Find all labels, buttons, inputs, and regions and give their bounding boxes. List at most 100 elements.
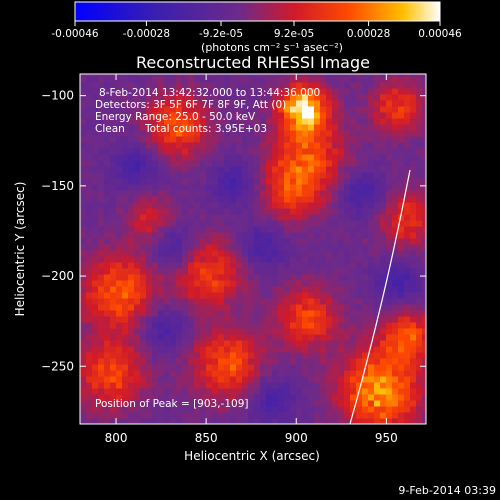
heatmap-cell	[92, 250, 99, 257]
heatmap-cell	[164, 238, 171, 245]
heatmap-cell	[128, 316, 135, 323]
heatmap-cell	[116, 286, 123, 293]
heatmap-cell	[134, 256, 141, 263]
heatmap-cell	[272, 352, 279, 359]
heatmap-cell	[422, 304, 426, 311]
heatmap-cell	[116, 154, 123, 161]
heatmap-cell	[374, 124, 381, 131]
heatmap-cell	[236, 76, 243, 83]
heatmap-cell	[122, 274, 129, 281]
heatmap-cell	[290, 148, 297, 155]
heatmap-cell	[206, 94, 213, 101]
heatmap-cell	[176, 136, 183, 143]
heatmap-cell	[92, 100, 99, 107]
heatmap-cell	[338, 142, 345, 149]
heatmap-cell	[152, 352, 159, 359]
heatmap-cell	[308, 316, 315, 323]
heatmap-cell	[122, 256, 129, 263]
heatmap-cell	[104, 82, 111, 89]
heatmap-cell	[176, 394, 183, 401]
heatmap-cell	[398, 154, 405, 161]
heatmap-cell	[410, 262, 417, 269]
heatmap-cell	[110, 172, 117, 179]
heatmap-cell	[374, 190, 381, 197]
heatmap-cell	[116, 406, 123, 413]
heatmap-cell	[386, 382, 393, 389]
heatmap-cell	[104, 412, 111, 419]
heatmap-cell	[326, 406, 333, 413]
heatmap-cell	[314, 328, 321, 335]
heatmap-cell	[122, 346, 129, 353]
heatmap-cell	[206, 208, 213, 215]
heatmap-cell	[374, 130, 381, 137]
heatmap-cell	[218, 352, 225, 359]
heatmap-cell	[170, 346, 177, 353]
heatmap-cell	[248, 238, 255, 245]
heatmap-cell	[206, 412, 213, 419]
heatmap-cell	[140, 382, 147, 389]
heatmap-cell	[152, 118, 159, 125]
heatmap-cell	[212, 286, 219, 293]
heatmap-cell	[404, 376, 411, 383]
heatmap-cell	[158, 148, 165, 155]
heatmap-cell	[368, 226, 375, 233]
heatmap-cell	[176, 244, 183, 251]
heatmap-cell	[182, 190, 189, 197]
heatmap-cell	[116, 100, 123, 107]
heatmap-cell	[200, 238, 207, 245]
heatmap-cell	[80, 202, 87, 209]
heatmap-cell	[278, 322, 285, 329]
heatmap-cell	[422, 334, 426, 341]
heatmap-cell	[80, 286, 87, 293]
heatmap-cell	[326, 394, 333, 401]
heatmap-cell	[320, 268, 327, 275]
heatmap-cell	[128, 142, 135, 149]
heatmap-cell	[320, 310, 327, 317]
heatmap-cell	[176, 76, 183, 83]
heatmap-cell	[194, 202, 201, 209]
heatmap-cell	[218, 232, 225, 239]
heatmap-cell	[326, 178, 333, 185]
heatmap-cell	[236, 346, 243, 353]
heatmap-cell	[368, 370, 375, 377]
heatmap-cell	[278, 388, 285, 395]
heatmap-cell	[242, 304, 249, 311]
heatmap-cell	[128, 274, 135, 281]
heatmap-cell	[332, 412, 339, 419]
heatmap-cell	[350, 184, 357, 191]
annotation-method: Clean	[95, 123, 125, 135]
heatmap-cell	[128, 376, 135, 383]
heatmap-cell	[410, 280, 417, 287]
heatmap-cell	[122, 418, 129, 424]
heatmap-cell	[362, 208, 369, 215]
heatmap-cell	[122, 100, 129, 107]
heatmap-cell	[374, 340, 381, 347]
heatmap-cell	[254, 328, 261, 335]
heatmap-cell	[206, 256, 213, 263]
heatmap-cell	[422, 178, 426, 185]
heatmap-cell	[80, 370, 87, 377]
heatmap-cell	[236, 118, 243, 125]
heatmap-cell	[368, 376, 375, 383]
heatmap-cell	[260, 406, 267, 413]
heatmap-cell	[164, 172, 171, 179]
heatmap-cell	[266, 274, 273, 281]
heatmap-cell	[416, 250, 423, 257]
heatmap-cell	[356, 124, 363, 131]
heatmap-cell	[146, 310, 153, 317]
heatmap-cell	[398, 388, 405, 395]
heatmap-cell	[296, 184, 303, 191]
heatmap-cell	[320, 262, 327, 269]
heatmap-cell	[116, 364, 123, 371]
heatmap-cell	[386, 340, 393, 347]
heatmap-cell	[230, 160, 237, 167]
heatmap-cell	[320, 412, 327, 419]
heatmap-cell	[296, 136, 303, 143]
heatmap-cell	[206, 310, 213, 317]
heatmap-cell	[308, 364, 315, 371]
heatmap-cell	[266, 412, 273, 419]
heatmap-cell	[314, 76, 321, 83]
heatmap-cell	[290, 328, 297, 335]
heatmap-cell	[158, 112, 165, 119]
heatmap-cell	[290, 304, 297, 311]
